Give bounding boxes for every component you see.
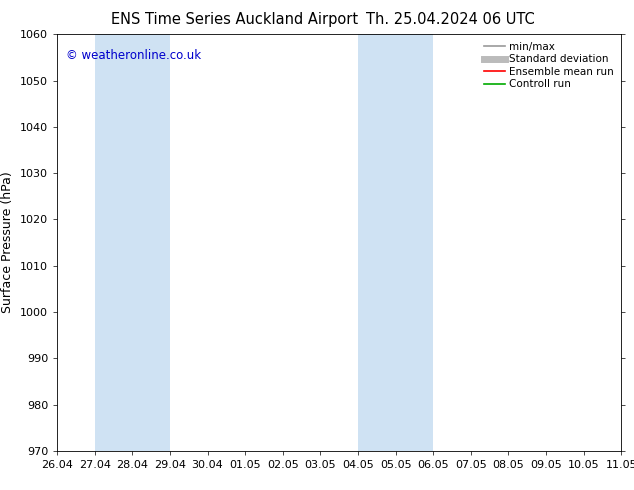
Y-axis label: Surface Pressure (hPa): Surface Pressure (hPa) [1, 172, 15, 314]
Text: © weatheronline.co.uk: © weatheronline.co.uk [65, 49, 200, 62]
Text: ENS Time Series Auckland Airport: ENS Time Series Auckland Airport [111, 12, 358, 27]
Text: Th. 25.04.2024 06 UTC: Th. 25.04.2024 06 UTC [366, 12, 534, 27]
Bar [358, 34, 433, 451]
Legend: min/max, Standard deviation, Ensemble mean run, Controll run: min/max, Standard deviation, Ensemble me… [480, 37, 618, 94]
Bar [94, 34, 170, 451]
